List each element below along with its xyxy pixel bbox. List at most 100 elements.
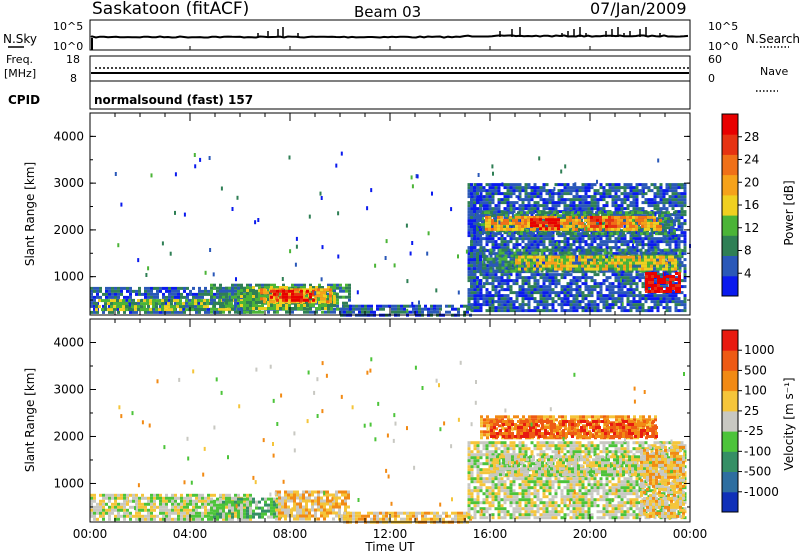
data-cell: [632, 279, 636, 283]
data-cell: [255, 292, 258, 295]
data-cell: [554, 201, 558, 205]
data-cell: [597, 248, 601, 252]
data-cell: [174, 289, 177, 293]
data-cell: [536, 240, 540, 244]
data-cell: [584, 240, 588, 244]
data-cell: [667, 220, 670, 224]
data-cell: [602, 300, 606, 304]
data-cell: [498, 248, 502, 252]
data-cell: [650, 215, 653, 219]
data-cell: [623, 195, 627, 199]
data-cell: [542, 221, 545, 225]
data-cell: [668, 237, 672, 241]
data-cell: [394, 307, 397, 311]
data-cell: [653, 306, 657, 310]
freq-label-line2: [MHz]: [4, 67, 36, 80]
data-cell: [548, 282, 552, 286]
data-cell: [494, 207, 498, 211]
data-cell: [617, 285, 621, 289]
data-cell: [509, 201, 513, 205]
data-cell: [605, 309, 609, 313]
data-cell: [611, 288, 615, 292]
data-cell: [530, 221, 533, 225]
data-cell: [526, 214, 529, 218]
data-cell: [554, 227, 557, 231]
data-cell: [644, 309, 648, 313]
data-cell: [580, 220, 583, 224]
data-cell: [294, 295, 297, 299]
data-cell: [632, 195, 636, 199]
data-cell: [617, 237, 621, 241]
data-cell: [246, 289, 249, 292]
data-cell: [572, 218, 575, 222]
data-cell: [665, 201, 669, 205]
data-cell: [656, 252, 660, 256]
data-cell: [539, 189, 543, 193]
data-cell: [231, 292, 234, 296]
data-cell: [231, 283, 234, 287]
data-cell: [641, 224, 644, 228]
data-cell: [605, 215, 608, 219]
data-cell: [578, 189, 582, 193]
data-cell: [665, 300, 669, 304]
data-cell: [629, 224, 632, 228]
data-cell: [563, 234, 567, 238]
data-cell: [174, 292, 177, 296]
data-cell: [494, 246, 498, 250]
data-cell: [542, 279, 546, 283]
data-cell: [545, 189, 549, 193]
data-cell: [473, 201, 477, 205]
data-cell: [482, 189, 486, 193]
data-cell: [646, 220, 649, 224]
data-cell: [680, 240, 684, 244]
data-cell: [90, 301, 93, 305]
data-cell: [605, 285, 609, 289]
data-cell: [210, 301, 213, 305]
data-cell: [519, 269, 523, 273]
data-cell: [557, 294, 561, 298]
data-cell: [620, 218, 623, 222]
data-cell: [595, 214, 598, 218]
data-cell: [590, 291, 594, 295]
data-cell: [650, 183, 654, 187]
data-cell: [324, 310, 327, 314]
data-cell: [566, 218, 569, 222]
data-cell: [583, 214, 586, 218]
data-cell: [488, 297, 492, 301]
data-cell: [611, 273, 615, 277]
data-cell: [128, 299, 131, 303]
data-cell: [272, 300, 275, 304]
data-cell: [206, 305, 209, 309]
data-cell: [246, 295, 249, 298]
data-cell: [605, 306, 609, 310]
data-cell: [563, 276, 567, 280]
data-cell: [110, 305, 113, 309]
data-cell: [635, 198, 639, 202]
data-cell: [492, 248, 496, 252]
data-cell: [498, 266, 502, 270]
data-cell: [536, 195, 540, 199]
data-cell: [521, 309, 525, 313]
data-cell: [566, 297, 570, 301]
data-cell: [683, 219, 687, 223]
data-cell: [261, 295, 264, 298]
data-cell: [488, 224, 491, 228]
data-cell: [473, 195, 477, 199]
data-cell: [570, 248, 574, 252]
data-cell: [343, 307, 346, 311]
data-cell: [270, 292, 273, 295]
data-cell: [659, 300, 663, 304]
data-cell: [575, 204, 579, 208]
data-cell: [623, 237, 627, 241]
data-cell: [542, 300, 546, 304]
data-cell: [632, 237, 636, 241]
data-cell: [596, 207, 600, 211]
data-cell: [545, 218, 548, 222]
data-cell: [467, 273, 471, 277]
data-cell: [158, 308, 161, 312]
data-cell: [683, 222, 687, 226]
data-cell: [590, 183, 594, 187]
data-cell: [518, 234, 522, 238]
data-cell: [584, 195, 588, 199]
data-cell: [574, 232, 577, 236]
